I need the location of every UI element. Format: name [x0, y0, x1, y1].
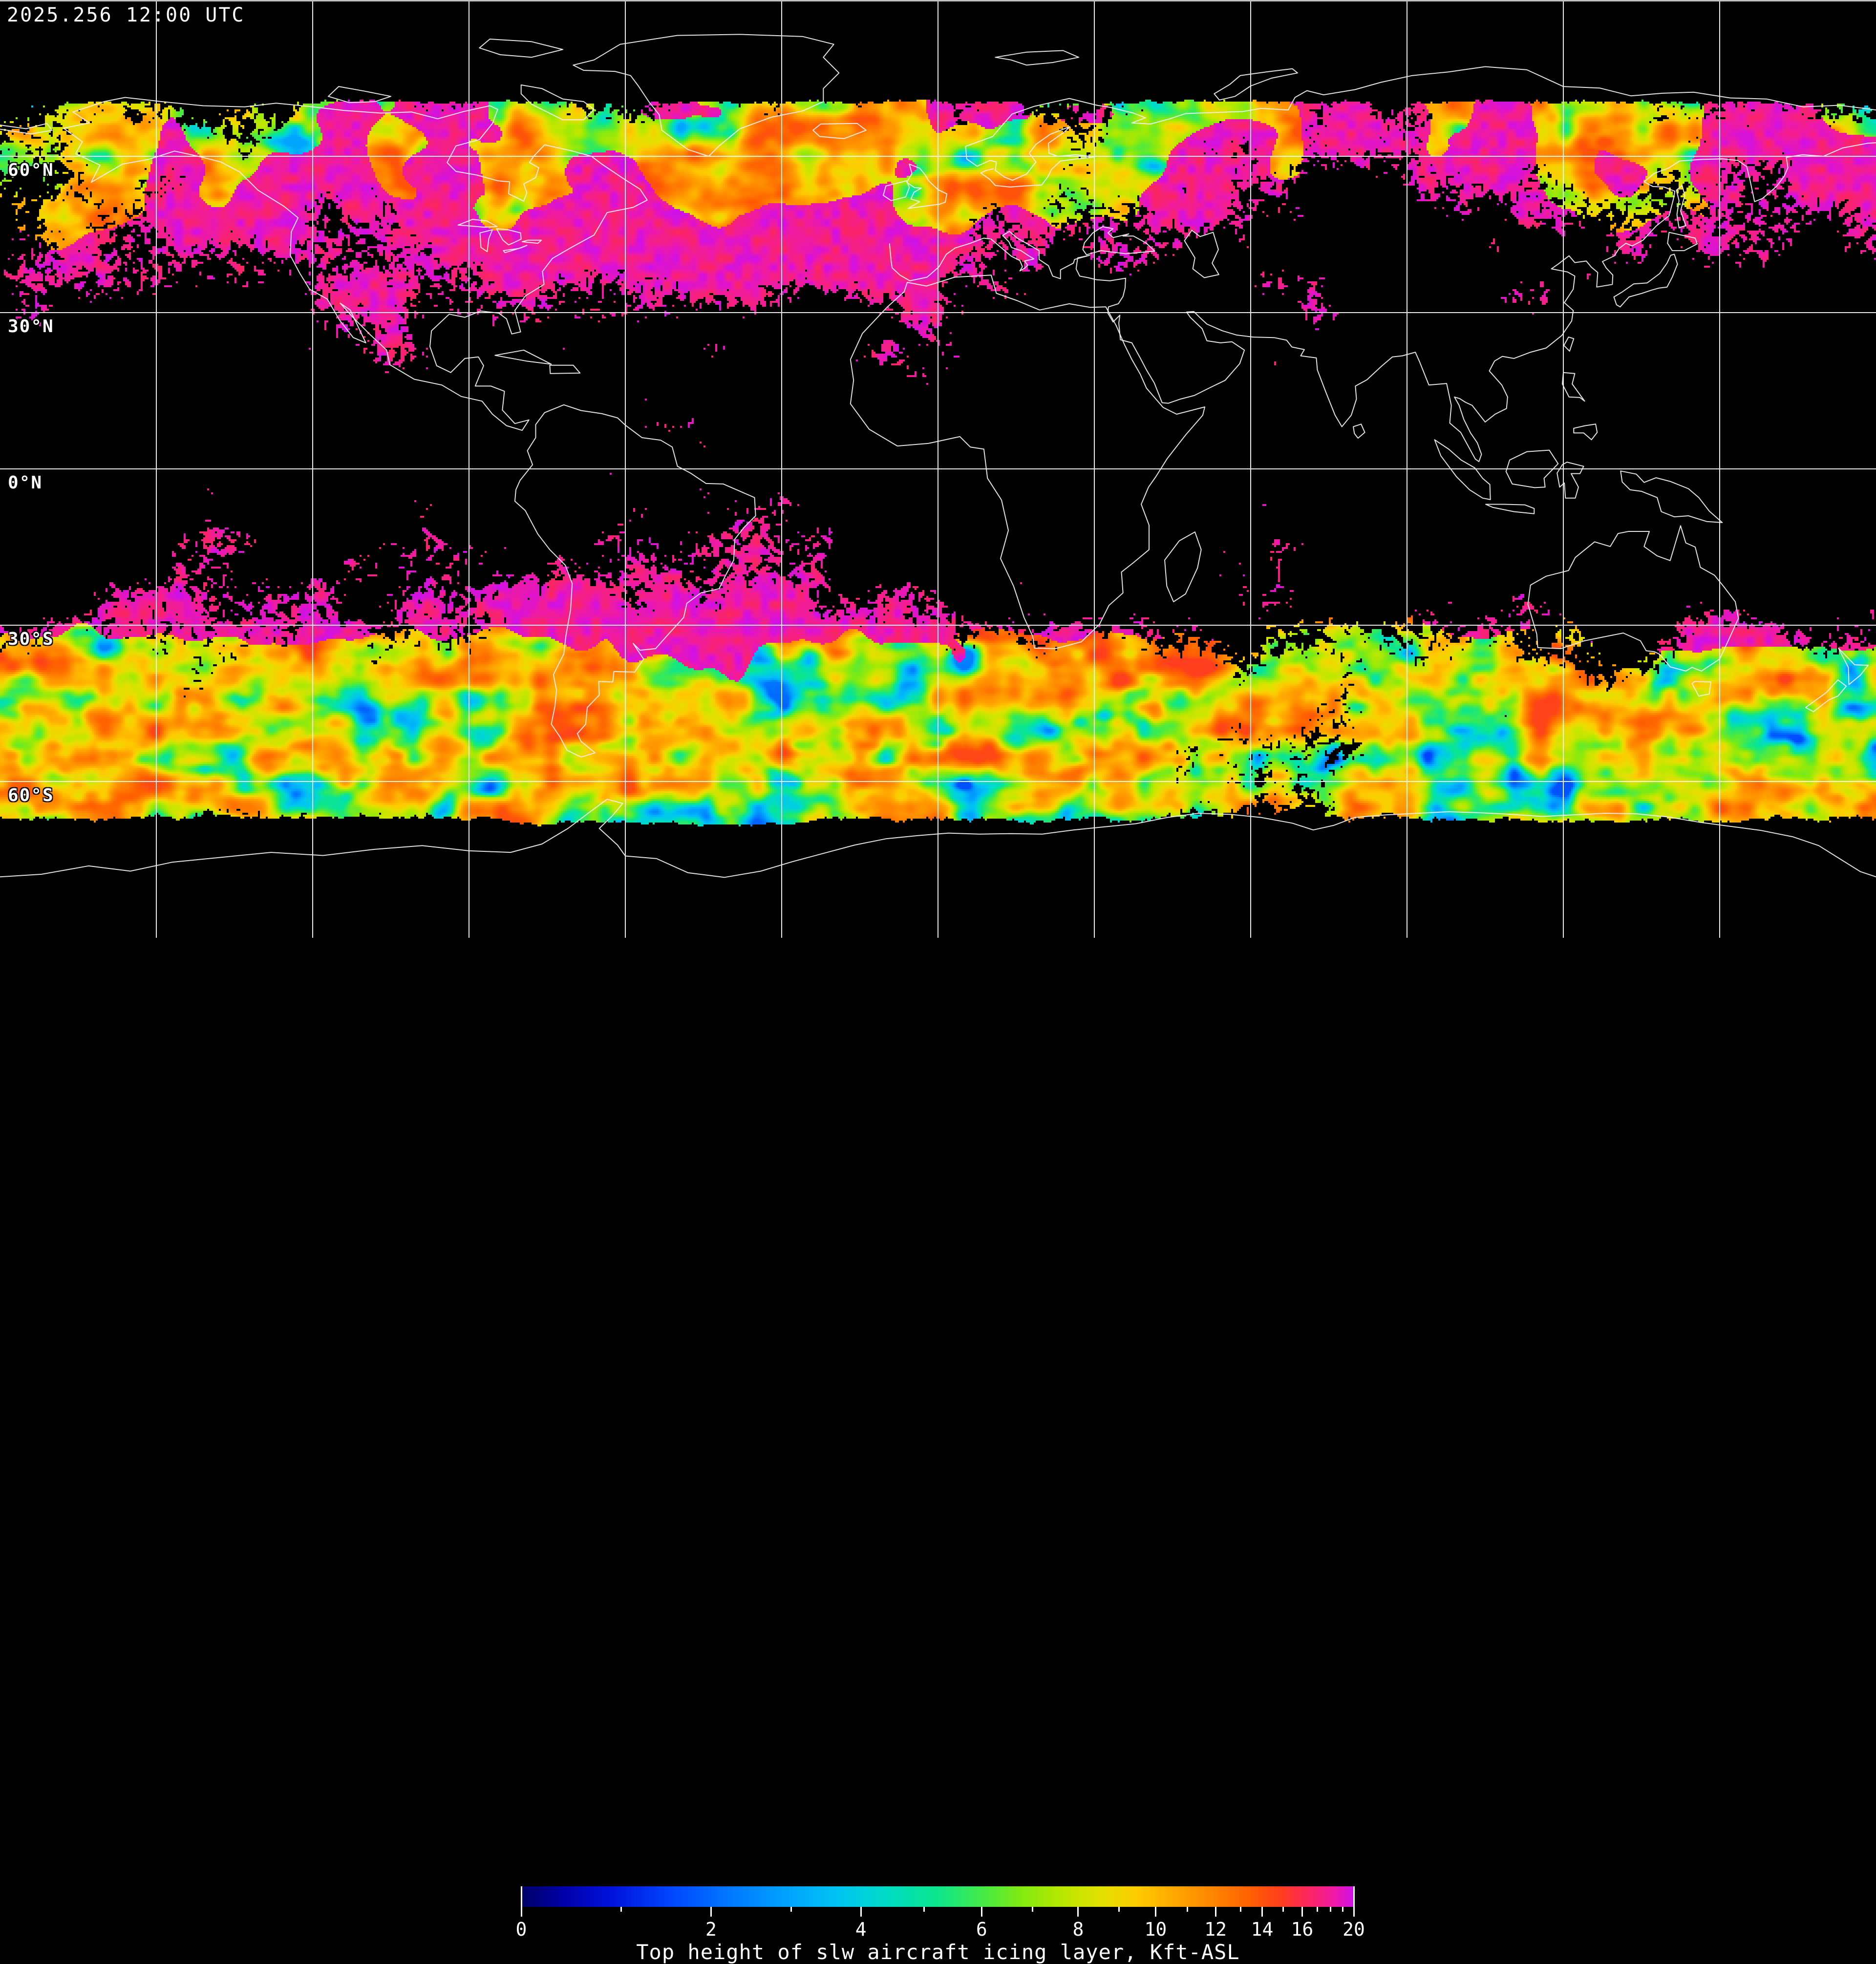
- coastline-sri-lanka: [1353, 423, 1365, 439]
- coastline-caspian: [1184, 230, 1219, 278]
- lat-label: 30°N: [8, 317, 54, 337]
- colorbar-tick-14: [1261, 1907, 1263, 1917]
- colorbar-tick-5: [923, 1907, 925, 1912]
- coastline-south-america: [514, 404, 756, 758]
- colorbar-area: 0 2 4 6 8 10 12 14 16 20 Top height of slw aircra…: [0, 938, 1876, 1964]
- coastline-novaya-zemlya: [1214, 68, 1298, 101]
- colorbar-tick-17: [1316, 1907, 1318, 1912]
- coastline-ireland: [883, 180, 910, 201]
- map-overlay: [0, 0, 1876, 938]
- colorbar-tick-label-8: 8: [1072, 1919, 1084, 1940]
- colorbar-tick-2: [710, 1907, 712, 1917]
- coastline-svalbard: [995, 50, 1079, 66]
- coastline-borneo: [1505, 449, 1559, 488]
- coastline-mindanao: [1573, 423, 1598, 441]
- coastline-java: [1485, 504, 1535, 514]
- coastline-tasmania: [1691, 681, 1711, 697]
- lat-label: 60°S: [8, 785, 54, 805]
- lat-label: 30°S: [8, 629, 54, 649]
- colorbar-tick-label-16: 16: [1291, 1919, 1314, 1940]
- timestamp-label: 2025.256 12:00 UTC: [7, 4, 245, 26]
- coastline-sakhalin: [1676, 185, 1686, 229]
- coastline-scandinavia-baltic: [965, 98, 1098, 188]
- coastline-honshu: [1613, 253, 1678, 308]
- coastlines: [0, 34, 1876, 878]
- coastline-luzon: [1561, 372, 1585, 402]
- coastline-eurasia-arctic: [1096, 66, 1876, 125]
- coastline-new-guinea: [1620, 470, 1723, 523]
- coastline-black-sea: [1082, 226, 1155, 255]
- colorbar-tick-11: [1186, 1907, 1188, 1912]
- colorbar-tick-20: [1353, 1886, 1355, 1917]
- grid-lines: [0, 0, 1876, 938]
- colorbar-tick-18: [1329, 1907, 1331, 1912]
- coastline-iceland: [812, 123, 867, 139]
- coastline-hokkaido: [1667, 232, 1698, 252]
- coastline-lake-superior: [457, 219, 498, 228]
- colorbar-tick-label-6: 6: [976, 1919, 987, 1940]
- coastline-eurasia-south: [889, 142, 1876, 463]
- colorbar-tick-8: [1077, 1907, 1079, 1917]
- colorbar-tick-label-12: 12: [1204, 1919, 1227, 1940]
- coastline-nz-north: [1838, 647, 1869, 685]
- coastline-ellesmere: [479, 39, 563, 58]
- colorbar-tick-3: [790, 1907, 792, 1912]
- coastline-australia: [1527, 525, 1739, 672]
- coastline-north-america: [63, 97, 648, 431]
- colorbar-tick-6: [981, 1907, 982, 1917]
- coastline-lake-huron: [496, 228, 522, 246]
- coastline-uk: [906, 164, 948, 209]
- colorbar-tick-16: [1301, 1907, 1303, 1917]
- coastline-sulawesi: [1556, 462, 1584, 499]
- colorbar-tick-label-4: 4: [855, 1919, 867, 1940]
- coastline-taiwan: [1563, 337, 1575, 352]
- coastline-baffin: [520, 84, 595, 121]
- coastline-nz-south: [1805, 679, 1847, 713]
- window-top-border: [0, 0, 1876, 1]
- coastline-lake-erie: [503, 245, 528, 253]
- coastline-chukotka-wrap: [0, 123, 53, 135]
- colorbar-tick-7: [1031, 1907, 1033, 1912]
- colorbar-tick-label-20: 20: [1343, 1919, 1365, 1940]
- colorbar-tick-15: [1282, 1907, 1284, 1912]
- coastline-greenland: [573, 34, 840, 157]
- colorbar-tick-label-0: 0: [515, 1919, 527, 1940]
- world-map: 60°N 30°N 0°N 30°S 60°S: [0, 0, 1876, 938]
- coastline-africa: [850, 275, 1206, 649]
- colorbar-tick-1: [620, 1907, 622, 1912]
- colorbar-tick-label-14: 14: [1251, 1919, 1274, 1940]
- colorbar-tick-9: [1118, 1907, 1120, 1912]
- colorbar-caption: Top height of slw aircraft icing layer, …: [636, 1940, 1240, 1964]
- colorbar-tick-4: [860, 1907, 862, 1917]
- colorbar-tick-label-10: 10: [1144, 1919, 1167, 1940]
- coastline-antarctica: [0, 799, 1876, 878]
- colorbar-tick-19: [1342, 1907, 1344, 1912]
- coastline-madagascar: [1164, 531, 1202, 602]
- coastline-cuba: [494, 349, 552, 365]
- colorbar-tick-0: [520, 1886, 522, 1917]
- lat-label: 0°N: [8, 473, 43, 493]
- colorbar-tick-12: [1215, 1907, 1216, 1917]
- colorbar-tick-10: [1154, 1907, 1156, 1917]
- lat-label: 60°N: [8, 160, 54, 180]
- colorbar-tick-13: [1239, 1907, 1241, 1912]
- coastline-victoria: [328, 86, 391, 104]
- colorbar-tick-label-2: 2: [705, 1919, 717, 1940]
- coastline-hispaniola: [549, 364, 581, 374]
- coastline-sumatra: [1434, 439, 1491, 500]
- colorbar-gradient: [521, 1886, 1354, 1907]
- coastline-lake-ontario: [521, 239, 542, 244]
- coastline-lake-michigan: [479, 229, 493, 253]
